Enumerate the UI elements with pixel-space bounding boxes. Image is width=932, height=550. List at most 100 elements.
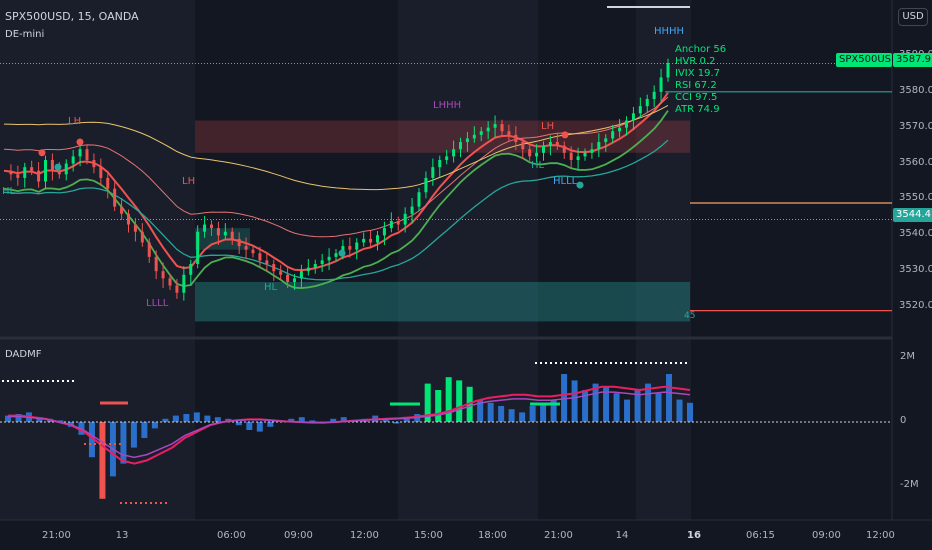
dadmf-bar	[141, 422, 148, 438]
pivot-dot[interactable]	[76, 138, 84, 146]
lower-tick-label: 0	[900, 415, 907, 426]
candle-body	[618, 127, 622, 132]
price-tick-label: 3560.0	[899, 156, 932, 168]
zones	[195, 120, 690, 322]
time-tick-label: 12:00	[350, 530, 379, 541]
candle-body	[127, 213, 130, 225]
dadmf-bar	[5, 415, 11, 422]
swing-label: LLLL	[146, 298, 169, 309]
candle-body	[327, 256, 331, 261]
candle-body	[410, 206, 414, 214]
dadmf-bar	[309, 420, 316, 422]
candles	[9, 58, 670, 301]
indicator-lower-label[interactable]: DADMF	[5, 349, 42, 360]
pivot-dot[interactable]	[576, 181, 584, 189]
pivot-dot[interactable]	[561, 131, 569, 139]
symbol-title: SPX500USD, 15, OANDA	[5, 10, 139, 23]
swing-label: HHHH	[654, 26, 685, 37]
candle-body	[666, 63, 670, 78]
info-line: IVIX 19.7	[675, 68, 721, 79]
current-symbol-badge: SPX500USD	[836, 53, 899, 67]
swing-label: LH	[541, 121, 555, 132]
candle-body	[272, 264, 276, 272]
time-tick-label: 21:00	[42, 530, 71, 541]
candle-body	[590, 149, 594, 153]
dadmf-bar	[456, 380, 463, 422]
dadmf-bar	[256, 422, 263, 432]
dadmf-bar	[120, 422, 127, 464]
dadmf-bar	[403, 418, 410, 422]
session-shade-2	[398, 0, 538, 520]
candle-body	[652, 91, 656, 99]
candle-body	[569, 152, 573, 160]
dadmf-bar	[550, 399, 557, 422]
dadmf-bar	[561, 374, 568, 422]
candle-body	[465, 138, 469, 143]
candle-body	[348, 246, 352, 250]
demand-zone	[195, 281, 690, 322]
info-line: RSI 67.2	[675, 80, 717, 91]
dadmf-bar	[435, 390, 442, 422]
candle-body	[396, 220, 400, 225]
candle-body	[438, 159, 442, 168]
candle-body	[341, 246, 345, 254]
swing-label: HLLL	[553, 176, 578, 187]
candle-body	[452, 149, 456, 157]
dadmf-bar	[613, 393, 620, 422]
candle-body	[306, 267, 310, 272]
candle-body	[645, 98, 649, 107]
price-tick-label: 3550.0	[899, 192, 932, 204]
candle-body	[216, 228, 220, 236]
lower-tick-label: 2M	[900, 351, 915, 362]
time-tick-label: 09:00	[284, 530, 313, 541]
dadmf-bar	[603, 386, 610, 422]
dadmf-bar	[130, 422, 137, 448]
dadmf-bar	[340, 417, 347, 422]
dadmf-bar	[214, 417, 221, 422]
candle-body	[64, 163, 68, 175]
pivot-dot[interactable]	[38, 149, 46, 157]
candle-body	[382, 228, 386, 236]
time-tick-label: 18:00	[478, 530, 507, 541]
swing-label: LH	[68, 116, 82, 127]
candle-body	[99, 167, 103, 178]
dadmf-bar	[508, 409, 515, 422]
swing-label: LHHH	[433, 100, 462, 111]
candle-body	[555, 142, 559, 146]
candle-body	[417, 192, 421, 207]
dadmf-bar	[645, 383, 652, 422]
current-price-badge: 3587.9	[893, 53, 932, 67]
candle-body	[631, 113, 635, 121]
time-tick-label: 06:15	[746, 530, 775, 541]
dadmf-bar	[540, 402, 547, 422]
dadmf-bar	[666, 374, 673, 422]
candle-body	[251, 249, 255, 254]
pivot-dot[interactable]	[54, 163, 62, 171]
candle-body	[638, 106, 642, 114]
candle-body	[279, 271, 283, 275]
lower-tick-label: -2M	[900, 479, 919, 490]
candle-body	[196, 231, 200, 265]
candle-body	[244, 246, 248, 250]
candle-body	[210, 224, 213, 229]
pivot-dot[interactable]	[338, 249, 346, 257]
dadmf-bar	[298, 417, 305, 422]
price-tick-label: 3570.0	[899, 120, 932, 132]
candle-body	[154, 256, 158, 272]
dadmf-lines	[0, 385, 892, 465]
candle-body	[576, 156, 580, 160]
time-tick-label: 15:00	[414, 530, 443, 541]
info-line: Anchor 56	[675, 44, 727, 55]
currency-button[interactable]: USD	[898, 8, 928, 26]
candle-body	[472, 134, 476, 139]
dotted-levels	[2, 362, 690, 504]
candle-body	[23, 167, 27, 178]
candle-body	[113, 188, 117, 207]
price-tick-label: 3530.0	[899, 264, 932, 276]
indicator-main-label[interactable]: DE-mini	[5, 29, 45, 40]
dadmf-bar	[582, 390, 589, 422]
candle-body	[521, 142, 525, 150]
candle-body	[313, 264, 317, 268]
candle-body	[604, 138, 608, 143]
candle-body	[535, 152, 539, 157]
